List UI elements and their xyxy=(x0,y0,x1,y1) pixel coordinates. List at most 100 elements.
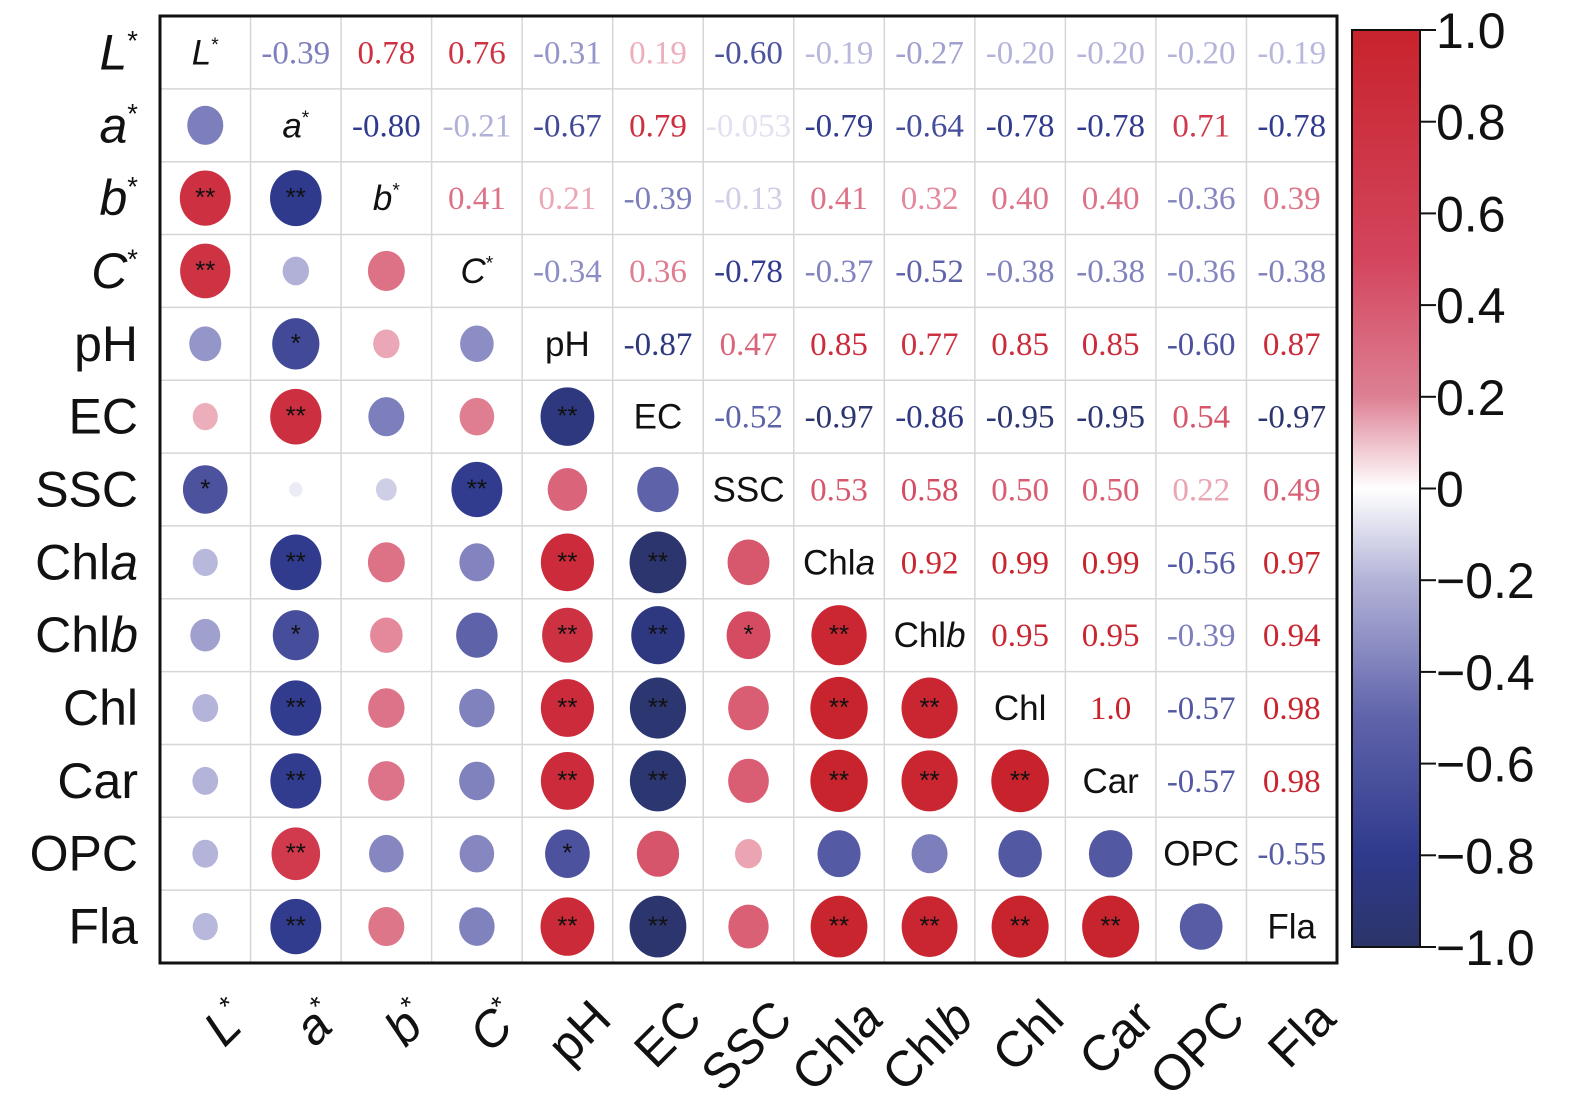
correlation-circle xyxy=(190,618,221,652)
correlation-circle xyxy=(540,752,594,810)
column-label: Fla xyxy=(1257,989,1346,1078)
correlation-value: 0.49 xyxy=(1263,473,1321,509)
correlation-circle xyxy=(629,750,687,812)
correlation-circle xyxy=(270,898,322,955)
correlation-circle xyxy=(726,611,771,660)
correlation-value: 0.22 xyxy=(1172,473,1230,509)
correlation-value: 0.76 xyxy=(448,35,506,71)
correlation-value: -0.52 xyxy=(895,254,964,290)
correlation-value: 0.95 xyxy=(1082,618,1140,654)
colorbar-tick-label: −1.0 xyxy=(1436,920,1535,976)
diagonal-label: Chla xyxy=(803,543,875,582)
correlation-value: -0.79 xyxy=(805,108,874,144)
correlation-circle xyxy=(991,749,1049,813)
correlation-value: -0.39 xyxy=(624,181,693,217)
correlation-circle xyxy=(629,677,687,739)
correlation-value: 0.98 xyxy=(1263,691,1321,727)
row-label: pH xyxy=(74,316,138,372)
colorbar-tick-label: 1.0 xyxy=(1436,3,1506,59)
correlation-circle xyxy=(459,688,495,728)
row-label: L* xyxy=(99,24,138,80)
column-label: a* xyxy=(283,989,350,1056)
correlation-value: -0.20 xyxy=(1167,35,1236,71)
significance-marker: ** xyxy=(557,692,577,722)
significance-marker: ** xyxy=(286,546,306,576)
significance-marker: ** xyxy=(557,765,577,795)
correlation-circle xyxy=(373,329,400,359)
correlation-circle xyxy=(192,548,218,576)
colorbar-tick-label: −0.8 xyxy=(1436,828,1535,884)
significance-marker: ** xyxy=(1010,911,1030,941)
significance-marker: ** xyxy=(195,255,215,285)
diagonal-label: Car xyxy=(1082,762,1139,801)
colorbar-tick-label: 0.6 xyxy=(1436,186,1506,242)
correlation-value: -0.57 xyxy=(1167,764,1236,800)
correlation-circle xyxy=(367,250,405,292)
correlation-value: 0.71 xyxy=(1172,108,1230,144)
correlation-circle xyxy=(289,482,303,497)
correlation-value: -0.56 xyxy=(1167,545,1236,581)
correlation-value: -0.55 xyxy=(1257,837,1326,873)
correlation-value: -0.27 xyxy=(895,35,964,71)
diagonal-label: Chlb xyxy=(894,616,966,655)
correlation-circle xyxy=(459,834,495,873)
correlation-circle xyxy=(637,466,679,513)
correlation-circle xyxy=(631,606,685,665)
significance-marker: ** xyxy=(648,619,668,649)
colorbar-tick-label: 0.8 xyxy=(1436,95,1506,151)
correlation-circle xyxy=(540,387,595,446)
correlation-value: -0.36 xyxy=(1167,254,1236,290)
correlation-circle xyxy=(540,679,594,737)
significance-marker: ** xyxy=(919,911,939,941)
correlation-circle xyxy=(545,829,590,878)
column-label: b* xyxy=(374,989,441,1056)
colorbar-ticks: 1.0 0.8 0.6 0.4 0.2 0 −0.2 −0.4 −0.6 −0.8 −1.0 xyxy=(1420,3,1535,976)
significance-marker: ** xyxy=(195,182,215,212)
colorbar-tick-label: −0.4 xyxy=(1436,645,1535,701)
column-label: pH xyxy=(537,989,622,1074)
correlation-value: -0.95 xyxy=(1076,400,1145,436)
diagonal-label: b* xyxy=(373,179,400,218)
column-label: SSC xyxy=(690,989,802,1100)
correlation-value: -0.60 xyxy=(1167,327,1236,363)
significance-marker: ** xyxy=(467,474,487,504)
correlation-value: -0.87 xyxy=(624,327,693,363)
correlation-circle xyxy=(192,694,219,723)
row-label: Chlb xyxy=(35,607,138,663)
correlation-value: 0.78 xyxy=(357,35,415,71)
significance-marker: ** xyxy=(286,692,306,722)
correlation-value: -0.39 xyxy=(261,35,330,71)
diagonal-label: L* xyxy=(192,33,219,72)
correlation-value: 0.99 xyxy=(991,545,1049,581)
correlation-circle xyxy=(370,617,403,653)
correlation-circle xyxy=(192,403,218,431)
diagonal-label: SSC xyxy=(713,471,785,510)
correlation-circle xyxy=(901,896,958,957)
correlation-value: 0.36 xyxy=(629,254,687,290)
correlation-value: -0.19 xyxy=(805,35,874,71)
correlation-circle xyxy=(547,468,588,511)
correlation-value: -0.78 xyxy=(1076,108,1145,144)
correlation-circle xyxy=(998,830,1042,878)
correlation-circle xyxy=(375,478,397,501)
correlation-circle xyxy=(271,827,321,881)
row-label: OPC xyxy=(30,826,138,882)
correlation-circle xyxy=(459,543,495,582)
correlation-value: -0.38 xyxy=(986,254,1055,290)
diagonal-label: a* xyxy=(282,106,309,145)
correlation-value: 0.32 xyxy=(901,181,959,217)
significance-marker: ** xyxy=(557,911,577,941)
column-label: L* xyxy=(192,989,259,1056)
correlation-value: 0.53 xyxy=(810,473,868,509)
correlation-circle xyxy=(270,534,322,591)
correlation-circle xyxy=(542,607,593,663)
colorbar-tick-label: 0.2 xyxy=(1436,370,1506,426)
correlation-value: -0.20 xyxy=(1076,35,1145,71)
correlation-circle xyxy=(282,256,310,286)
significance-marker: ** xyxy=(557,619,577,649)
correlation-value: -0.20 xyxy=(986,35,1055,71)
correlation-circle xyxy=(368,761,405,801)
significance-marker: ** xyxy=(1101,911,1121,941)
correlation-value: 0.50 xyxy=(991,473,1049,509)
correlation-value: 0.79 xyxy=(629,108,687,144)
